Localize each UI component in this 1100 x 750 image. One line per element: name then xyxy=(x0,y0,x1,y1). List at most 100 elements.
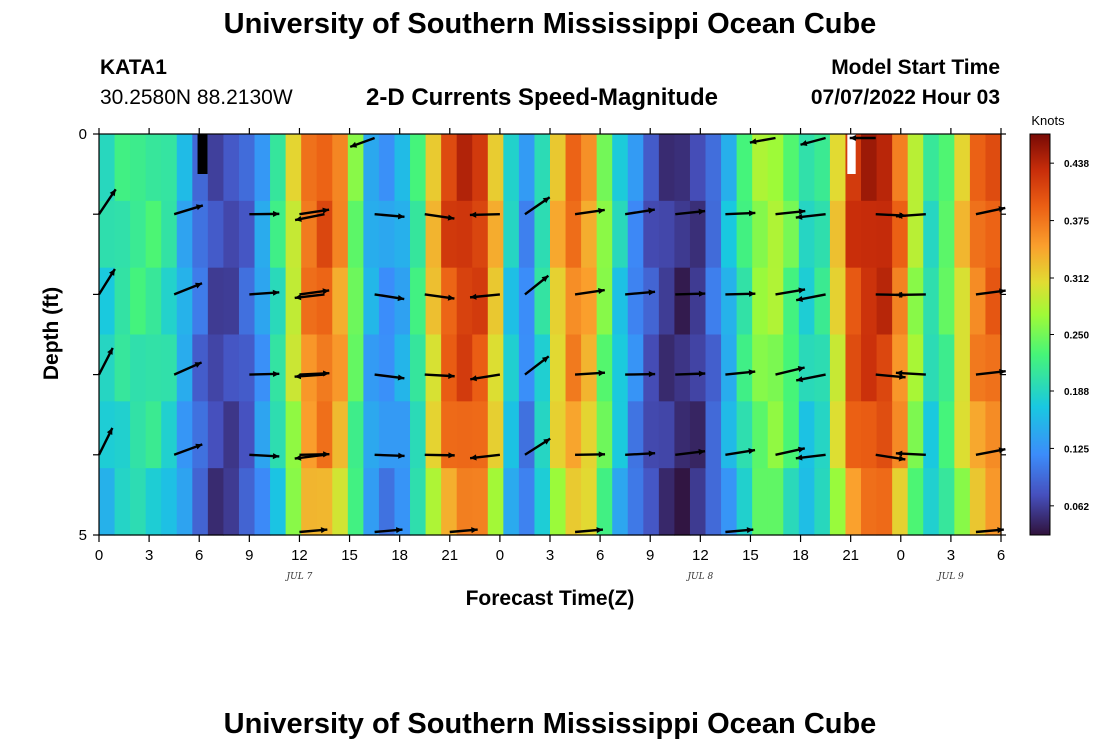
heatmap-cell xyxy=(254,200,271,269)
current-vector xyxy=(173,204,204,216)
heatmap-cell xyxy=(487,401,504,469)
heatmap-cell xyxy=(410,468,427,536)
heatmap-cell xyxy=(752,134,769,202)
footer-title: University of Southern Mississippi Ocean… xyxy=(223,708,877,740)
heatmap-cell xyxy=(487,134,504,202)
heatmap-cell xyxy=(207,200,225,269)
heatmap-cell xyxy=(954,468,971,536)
current-vector xyxy=(424,372,455,379)
current-vector xyxy=(675,448,706,456)
heatmap-cell xyxy=(270,468,287,536)
current-vector xyxy=(625,450,656,457)
heatmap-cell xyxy=(596,401,613,469)
heatmap-cell xyxy=(829,468,847,536)
heatmap-cell xyxy=(332,401,349,469)
heatmap-cell xyxy=(845,200,862,269)
heatmap-layer xyxy=(99,134,1002,536)
heatmap-cell xyxy=(378,200,396,269)
heatmap-cell xyxy=(518,267,536,336)
heatmap-cell xyxy=(114,200,131,269)
heatmap-cell xyxy=(472,401,489,469)
heatmap-cell xyxy=(581,200,598,269)
current-vector xyxy=(294,373,325,380)
current-vector xyxy=(299,288,330,296)
current-vector xyxy=(294,453,325,461)
heatmap-cell xyxy=(130,401,147,469)
heatmap-cell xyxy=(814,267,831,336)
heatmap-cell xyxy=(114,267,131,336)
date-label: JUL 8 xyxy=(685,572,713,582)
heatmap-cell xyxy=(923,468,940,536)
heatmap-cell xyxy=(550,401,567,469)
heatmap-cell xyxy=(394,401,411,469)
heatmap-cell xyxy=(207,468,225,536)
heatmap-cell xyxy=(861,134,878,202)
heatmap-cell xyxy=(658,401,676,469)
heatmap-cell xyxy=(798,468,815,536)
current-vector xyxy=(469,453,501,461)
heatmap-cell xyxy=(596,200,613,269)
heatmap-cell xyxy=(627,334,644,402)
x-tick-label: 0 xyxy=(95,547,103,564)
heatmap-cell xyxy=(565,200,582,269)
current-vector xyxy=(98,188,117,215)
heatmap-cell xyxy=(503,134,520,202)
heatmap-cell xyxy=(612,401,629,469)
heatmap-cell xyxy=(954,267,971,336)
heatmap-cell xyxy=(347,200,364,269)
heatmap-cell xyxy=(923,134,940,202)
current-vector xyxy=(374,527,403,534)
heatmap-cell xyxy=(285,267,302,336)
heatmap-cell xyxy=(487,468,504,536)
heatmap-cell xyxy=(99,401,116,469)
heatmap-cell xyxy=(441,134,458,202)
heatmap-cell xyxy=(938,267,955,336)
heatmap-cell xyxy=(332,134,349,202)
heatmap-cell xyxy=(969,401,987,469)
heatmap-cell xyxy=(907,134,924,202)
heatmap-cell xyxy=(783,267,800,336)
heatmap-cell xyxy=(161,334,178,402)
heatmap-cell xyxy=(798,334,815,402)
heatmap-cell xyxy=(238,200,256,269)
x-tick-label: 15 xyxy=(742,547,759,564)
heatmap-cell xyxy=(534,334,551,402)
heatmap-cell xyxy=(892,200,909,269)
heatmap-cell xyxy=(627,134,644,202)
current-vector xyxy=(299,207,330,216)
current-vector xyxy=(524,196,551,216)
heatmap-cell xyxy=(487,267,504,336)
heatmap-cell xyxy=(689,334,707,402)
heatmap-cell xyxy=(238,134,256,202)
heatmap-cell xyxy=(705,334,722,402)
heatmap-cell xyxy=(378,134,396,202)
heatmap-cell xyxy=(612,200,629,269)
heatmap-cell xyxy=(674,267,691,336)
heatmap-cell xyxy=(876,200,893,269)
heatmap-cell xyxy=(767,267,784,336)
heatmap-cell xyxy=(207,134,225,202)
y-tick-label: 0 xyxy=(79,126,87,143)
heatmap-cell xyxy=(907,200,924,269)
heatmap-cell xyxy=(472,468,489,536)
heatmap-cell xyxy=(534,401,551,469)
heatmap-cell xyxy=(876,401,893,469)
current-vector xyxy=(374,452,405,459)
heatmap-cell xyxy=(378,334,396,402)
date-label: JUL 9 xyxy=(936,572,964,582)
colorbar: 0.438 0.375 0.312 0.250 0.188 0.125 0.062 xyxy=(1029,133,1089,536)
heatmap-cell xyxy=(954,334,971,402)
current-vector xyxy=(895,450,926,457)
current-vector xyxy=(294,293,325,301)
current-vector xyxy=(574,370,606,377)
x-tick-label: 3 xyxy=(546,547,554,564)
heatmap-cell xyxy=(829,134,847,202)
heatmap-cell xyxy=(767,200,784,269)
heatmap-cell xyxy=(923,200,940,269)
y-axis-title: Depth (ft) xyxy=(40,287,63,380)
heatmap-cell xyxy=(270,334,287,402)
heatmap-cell xyxy=(145,401,162,469)
current-vector xyxy=(97,268,116,296)
heatmap-cell xyxy=(254,468,271,536)
heatmap-cell xyxy=(347,401,364,469)
